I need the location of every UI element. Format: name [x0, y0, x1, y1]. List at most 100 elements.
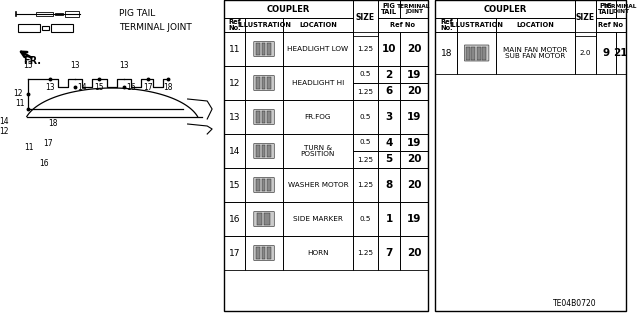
- Text: 1.25: 1.25: [357, 88, 374, 94]
- Bar: [378, 168, 400, 202]
- Bar: [224, 0, 353, 18]
- Text: 7: 7: [385, 248, 392, 258]
- FancyBboxPatch shape: [253, 76, 275, 91]
- Text: 6: 6: [385, 86, 392, 97]
- Text: PIG TAIL: PIG TAIL: [119, 10, 156, 19]
- Bar: [224, 100, 245, 134]
- Bar: [245, 100, 283, 134]
- Text: SIZE: SIZE: [356, 13, 375, 23]
- Bar: [256, 43, 260, 55]
- Bar: [496, 18, 575, 32]
- Bar: [575, 0, 596, 36]
- Text: 11: 11: [15, 99, 25, 108]
- Text: HORN: HORN: [307, 250, 329, 256]
- Bar: [224, 32, 245, 66]
- Bar: [224, 236, 245, 270]
- Text: 17: 17: [229, 249, 241, 257]
- Text: HEADLIGHT HI: HEADLIGHT HI: [292, 80, 344, 86]
- Bar: [496, 32, 575, 74]
- Text: 4: 4: [385, 137, 392, 147]
- Text: TERMINAL
JOINT: TERMINAL JOINT: [397, 4, 431, 14]
- Text: 11: 11: [24, 143, 34, 152]
- Text: 12: 12: [13, 90, 23, 99]
- Bar: [245, 18, 283, 32]
- Bar: [257, 213, 262, 225]
- Text: COUPLER: COUPLER: [267, 4, 310, 13]
- Bar: [482, 47, 486, 60]
- Bar: [457, 18, 496, 32]
- Text: 18: 18: [440, 48, 452, 57]
- Bar: [262, 145, 266, 157]
- Bar: [51, 24, 73, 32]
- Bar: [378, 236, 400, 270]
- Bar: [596, 32, 616, 74]
- Bar: [378, 83, 400, 100]
- Bar: [378, 32, 400, 66]
- Bar: [400, 100, 428, 134]
- Text: 1.25: 1.25: [357, 250, 374, 256]
- Bar: [400, 32, 428, 66]
- Bar: [267, 145, 271, 157]
- Text: 20: 20: [406, 248, 421, 258]
- Bar: [378, 66, 400, 83]
- Text: 1.25: 1.25: [357, 46, 374, 52]
- Text: HEADLIGHT LOW: HEADLIGHT LOW: [287, 46, 348, 52]
- Text: TERMINAL JOINT: TERMINAL JOINT: [119, 24, 192, 33]
- Text: 19: 19: [407, 112, 421, 122]
- Bar: [262, 77, 266, 89]
- Text: 8: 8: [385, 180, 392, 190]
- FancyBboxPatch shape: [253, 41, 275, 56]
- Bar: [245, 66, 283, 100]
- Text: 19: 19: [407, 137, 421, 147]
- Bar: [353, 100, 378, 134]
- Bar: [353, 134, 378, 151]
- Text: ILLUSTRATION: ILLUSTRATION: [237, 22, 291, 28]
- Bar: [267, 43, 271, 55]
- Bar: [264, 213, 270, 225]
- Bar: [457, 32, 496, 74]
- Bar: [256, 247, 260, 259]
- Bar: [400, 151, 428, 168]
- Bar: [262, 43, 266, 55]
- Bar: [353, 66, 378, 83]
- Bar: [400, 236, 428, 270]
- Bar: [267, 247, 271, 259]
- Bar: [471, 47, 475, 60]
- Bar: [256, 77, 260, 89]
- Bar: [224, 202, 245, 236]
- Text: 12: 12: [229, 78, 241, 87]
- Bar: [466, 47, 470, 60]
- Text: 12: 12: [0, 127, 9, 136]
- Bar: [283, 134, 353, 168]
- Bar: [400, 0, 428, 18]
- Bar: [400, 202, 428, 236]
- Text: 2.0: 2.0: [580, 50, 591, 56]
- Text: 1.25: 1.25: [357, 182, 374, 188]
- Text: 18: 18: [49, 120, 58, 129]
- Text: PIG
TAIL: PIG TAIL: [381, 3, 397, 16]
- Bar: [55, 13, 63, 15]
- Text: 14: 14: [229, 146, 241, 155]
- Text: 3: 3: [385, 112, 392, 122]
- Bar: [616, 0, 625, 18]
- FancyBboxPatch shape: [465, 45, 489, 61]
- Text: SIDE MARKER: SIDE MARKER: [293, 216, 343, 222]
- Bar: [435, 0, 575, 18]
- Bar: [283, 236, 353, 270]
- Bar: [224, 134, 245, 168]
- Text: 14: 14: [77, 83, 86, 92]
- FancyBboxPatch shape: [253, 246, 275, 261]
- Text: 19: 19: [407, 70, 421, 79]
- Text: 13: 13: [45, 84, 55, 93]
- Bar: [353, 32, 378, 66]
- Text: 20: 20: [406, 44, 421, 54]
- Bar: [378, 18, 428, 32]
- Bar: [256, 145, 260, 157]
- FancyBboxPatch shape: [253, 211, 275, 226]
- Bar: [400, 134, 428, 151]
- Bar: [262, 111, 266, 123]
- Bar: [245, 202, 283, 236]
- FancyBboxPatch shape: [253, 109, 275, 124]
- Text: 11: 11: [229, 44, 241, 54]
- Text: 16: 16: [126, 83, 136, 92]
